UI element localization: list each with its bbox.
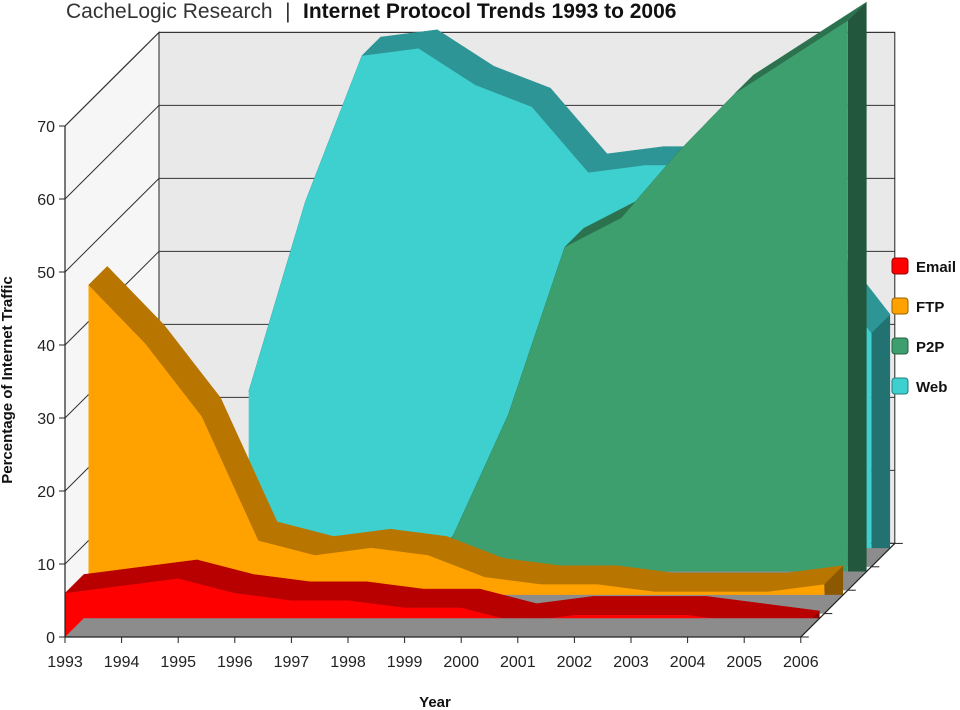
gridline: [64, 31, 895, 127]
y-tick-label: 60: [37, 192, 55, 209]
series-email: [64, 559, 821, 637]
legend-item-web: Web: [891, 377, 947, 396]
x-tick-label: 1994: [104, 654, 140, 671]
legend-swatch: [891, 377, 909, 395]
chart-series: [64, 1, 891, 637]
legend: Email FTP P2P Web: [891, 257, 956, 396]
chart-title-text: Internet Protocol Trends 1993 to 2006: [303, 0, 676, 23]
series-side: [871, 314, 891, 567]
title-separator: |: [285, 0, 290, 23]
y-tick-label: 30: [37, 411, 55, 428]
y-tick-label: 0: [46, 630, 55, 647]
legend-label: FTP: [916, 299, 944, 316]
x-tick-label: 2003: [613, 654, 649, 671]
x-tick-label: 2002: [557, 654, 593, 671]
x-tick-label: 2001: [500, 654, 536, 671]
chart-source: CacheLogic Research: [66, 0, 273, 23]
y-axis-label: Percentage of Internet Traffic: [0, 276, 16, 484]
y-tick-label: 20: [37, 484, 55, 501]
legend-item-p2p: P2P: [891, 337, 944, 356]
y-tick-label: 40: [37, 338, 55, 355]
depth-axis: [800, 542, 896, 638]
chart-axes: 0 10 20 30 40 50 60 70 1993 1994 1995 1996 1997 1998 1…: [0, 119, 903, 710]
legend-item-email: Email: [891, 257, 956, 276]
y-tick-label: 50: [37, 265, 55, 282]
x-tick-label: 2006: [783, 654, 819, 671]
x-axis-label: Year: [419, 694, 451, 710]
x-tick-label: 1993: [47, 654, 83, 671]
series-side: [847, 2, 867, 591]
x-tick-label: 1997: [274, 654, 310, 671]
legend-label: Web: [916, 379, 947, 396]
x-tick-label: 1999: [387, 654, 423, 671]
x-tick-label: 2005: [726, 654, 762, 671]
x-tick-label: 2004: [670, 654, 706, 671]
legend-item-ftp: FTP: [891, 297, 944, 316]
series-area: [395, 20, 848, 591]
legend-label: P2P: [916, 339, 944, 356]
series-base: [65, 618, 820, 637]
legend-swatch: [891, 257, 909, 275]
x-tick-label: 1998: [330, 654, 366, 671]
legend-swatch: [891, 297, 909, 315]
x-tick-label: 2000: [443, 654, 479, 671]
gridline: [64, 104, 895, 200]
y-tick-label: 10: [37, 557, 55, 574]
legend-label: Email: [916, 259, 956, 276]
x-tick-label: 1996: [217, 654, 253, 671]
chart-title: CacheLogic Research | Internet Protocol …: [66, 0, 676, 23]
legend-swatch: [891, 337, 909, 355]
x-tick-label: 1995: [160, 654, 196, 671]
y-tick-label: 70: [37, 119, 55, 136]
